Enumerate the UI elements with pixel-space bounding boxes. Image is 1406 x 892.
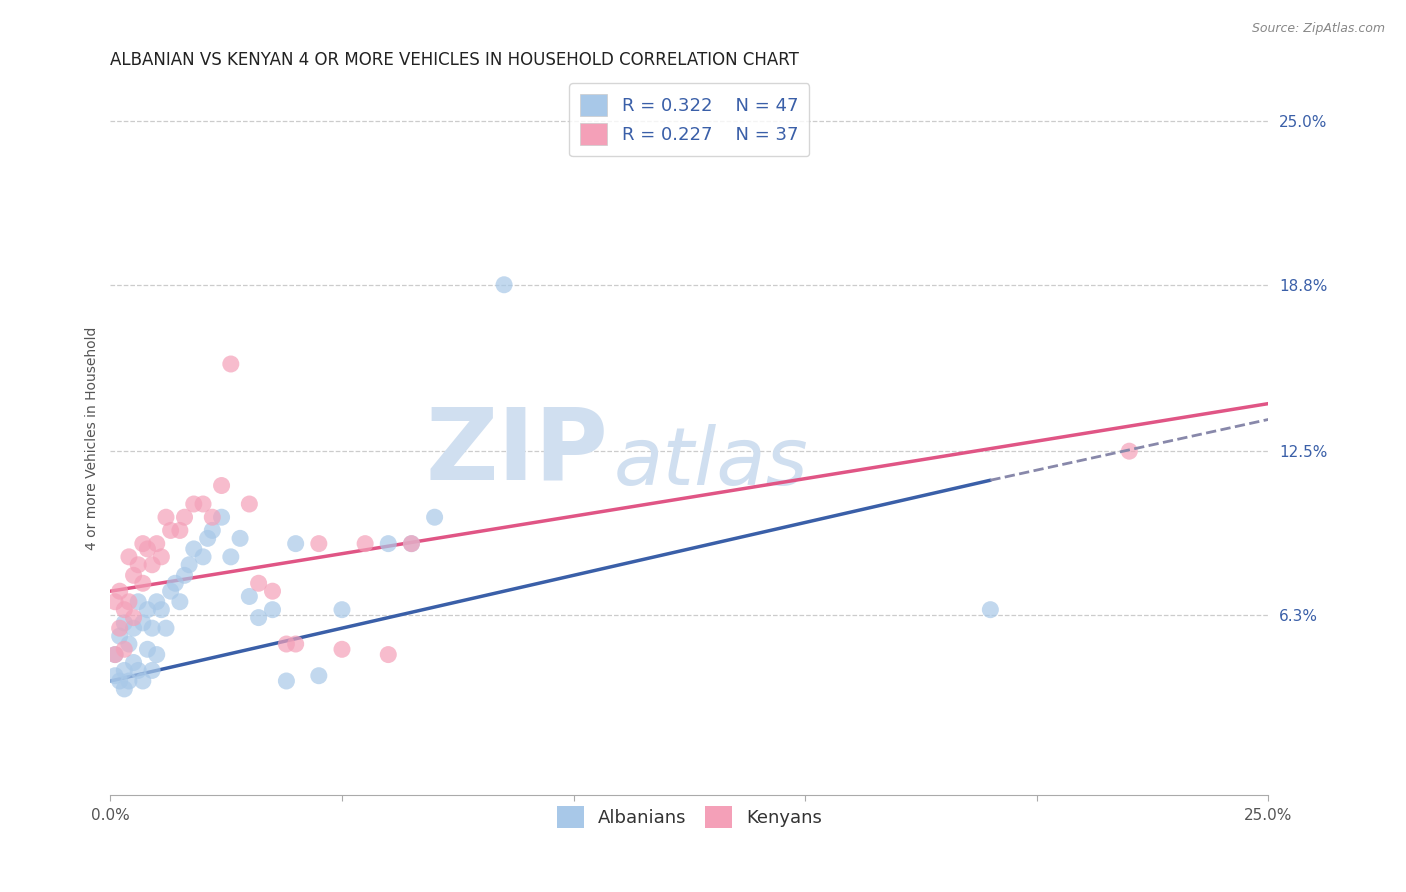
Point [423,510,446,524]
Point [308,669,330,683]
Point [179,558,201,572]
Point [201,524,224,538]
Point [159,524,181,538]
Point [104,595,127,609]
Point [141,558,163,572]
Point [112,602,135,616]
Point [169,595,191,609]
Point [122,568,145,582]
Point [141,664,163,678]
Point [1118,444,1140,458]
Point [150,602,173,616]
Point [401,536,423,550]
Point [377,648,399,662]
Point [979,602,1001,616]
Point [183,497,205,511]
Point [238,497,260,511]
Point [191,549,214,564]
Point [284,637,307,651]
Point [145,648,167,662]
Point [141,621,163,635]
Point [108,629,131,643]
Point [276,673,298,688]
Text: ALBANIAN VS KENYAN 4 OR MORE VEHICLES IN HOUSEHOLD CORRELATION CHART: ALBANIAN VS KENYAN 4 OR MORE VEHICLES IN… [111,51,799,69]
Point [330,602,353,616]
Point [330,642,353,657]
Point [494,277,516,292]
Point [173,568,195,582]
Point [247,610,270,624]
Point [122,621,145,635]
Point [108,584,131,599]
Point [136,642,159,657]
Point [112,664,135,678]
Point [118,637,141,651]
Point [127,558,149,572]
Point [104,648,127,662]
Y-axis label: 4 or more Vehicles in Household: 4 or more Vehicles in Household [86,326,100,549]
Point [136,602,159,616]
Point [276,637,298,651]
Point [136,541,159,556]
Point [247,576,270,591]
Point [165,576,187,591]
Point [229,532,252,546]
Point [308,536,330,550]
Point [354,536,377,550]
Point [219,549,242,564]
Point [155,621,177,635]
Text: ZIP: ZIP [426,404,609,500]
Point [108,621,131,635]
Point [262,602,284,616]
Point [108,673,131,688]
Text: Source: ZipAtlas.com: Source: ZipAtlas.com [1251,22,1385,36]
Point [169,524,191,538]
Point [145,595,167,609]
Point [104,648,127,662]
Point [197,532,219,546]
Point [132,673,155,688]
Point [183,541,205,556]
Point [155,510,177,524]
Point [122,656,145,670]
Point [112,681,135,696]
Point [201,510,224,524]
Point [262,584,284,599]
Point [377,536,399,550]
Point [132,576,155,591]
Point [191,497,214,511]
Point [122,610,145,624]
Point [118,595,141,609]
Point [132,536,155,550]
Point [104,669,127,683]
Point [150,549,173,564]
Point [127,595,149,609]
Legend: R = 0.322    N = 47, R = 0.227    N = 37: R = 0.322 N = 47, R = 0.227 N = 37 [569,83,810,156]
Point [118,673,141,688]
Point [219,357,242,371]
Point [145,536,167,550]
Point [127,664,149,678]
Point [173,510,195,524]
Point [211,510,233,524]
Point [112,615,135,630]
Point [132,615,155,630]
Point [401,536,423,550]
Point [211,478,233,492]
Text: atlas: atlas [614,424,808,502]
Point [238,590,260,604]
Point [159,584,181,599]
Point [112,642,135,657]
Point [118,549,141,564]
Point [284,536,307,550]
